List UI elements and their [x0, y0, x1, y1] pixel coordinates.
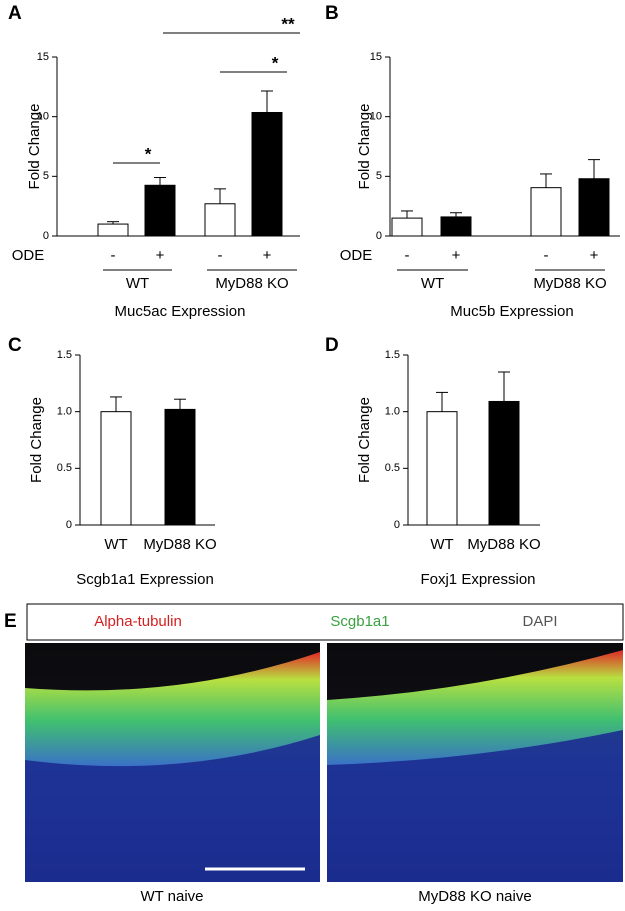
bar: [578, 178, 610, 237]
y-tick-label: 5: [43, 170, 49, 182]
y-tick-label: 0: [43, 230, 49, 242]
y-tick-label: 10: [370, 111, 382, 123]
y-axis-label: Fold Change: [28, 397, 45, 483]
micrograph: [327, 643, 623, 882]
y-tick-label: 0: [394, 519, 400, 531]
x-tick-label: MyD88 KO: [143, 536, 216, 553]
bar: [164, 408, 196, 526]
y-tick-label: 15: [37, 51, 49, 63]
y-tick-label: 1.5: [57, 349, 72, 361]
bar: [440, 216, 472, 237]
significance-mark: **: [281, 14, 295, 33]
y-tick-label: 15: [370, 51, 382, 63]
y-tick-label: 1.0: [385, 406, 400, 418]
y-tick-label: 0.5: [385, 462, 400, 474]
x-tick-label: -: [405, 247, 410, 264]
x-axis-label: Scgb1a1 Expression: [76, 571, 214, 588]
x-tick-label: WT: [430, 536, 453, 553]
group-label: MyD88 KO: [533, 275, 606, 292]
bar: [488, 400, 520, 526]
x-tick-label: -: [544, 247, 549, 264]
bar: [97, 223, 129, 237]
bar: [100, 411, 132, 526]
bar: [426, 411, 458, 526]
x-tick-label: +: [156, 247, 165, 264]
legend-box: [26, 603, 624, 641]
x-tick-label: -: [111, 247, 116, 264]
x-tick-label: +: [452, 247, 461, 264]
x-axis-label: Foxj1 Expression: [420, 571, 535, 588]
group-label: WT: [126, 275, 149, 292]
y-tick-label: 1.5: [385, 349, 400, 361]
bar: [251, 111, 283, 237]
y-tick-label: 10: [37, 111, 49, 123]
caption: WT naive: [140, 888, 203, 905]
x-tick-label: MyD88 KO: [467, 536, 540, 553]
group-label: MyD88 KO: [215, 275, 288, 292]
caption: MyD88 KO naive: [418, 888, 531, 905]
bar: [144, 184, 176, 237]
y-tick-label: 5: [376, 170, 382, 182]
x-tick-label: +: [263, 247, 272, 264]
row-label: ODE: [340, 247, 373, 264]
y-axis-label: Fold Change: [26, 104, 43, 190]
y-tick-label: 0: [376, 230, 382, 242]
legend-text: DAPI: [522, 613, 557, 630]
y-tick-label: 1.0: [57, 406, 72, 418]
legend-text: Scgb1a1: [330, 613, 389, 630]
y-tick-label: 0: [66, 519, 72, 531]
x-axis-label: Muc5ac Expression: [115, 303, 246, 320]
y-axis-label: Fold Change: [356, 397, 373, 483]
x-axis-label: Muc5b Expression: [450, 303, 573, 320]
y-axis-label: Fold Change: [356, 104, 373, 190]
significance-mark: *: [272, 53, 279, 72]
row-label: ODE: [12, 247, 45, 264]
y-tick-label: 0.5: [57, 462, 72, 474]
significance-mark: *: [145, 144, 152, 163]
x-tick-label: -: [218, 247, 223, 264]
panel-letter: D: [325, 335, 339, 356]
micrograph: [25, 643, 320, 882]
bar: [391, 217, 423, 237]
panel-letter: E: [4, 611, 17, 632]
x-tick-label: WT: [104, 536, 127, 553]
bar: [204, 203, 236, 237]
bar: [530, 187, 562, 237]
panel-letter: A: [8, 3, 22, 24]
panel-letter: C: [8, 335, 22, 356]
group-label: WT: [421, 275, 444, 292]
x-tick-label: +: [590, 247, 599, 264]
legend-text: Alpha-tubulin: [94, 613, 182, 630]
panel-letter: B: [325, 3, 339, 24]
